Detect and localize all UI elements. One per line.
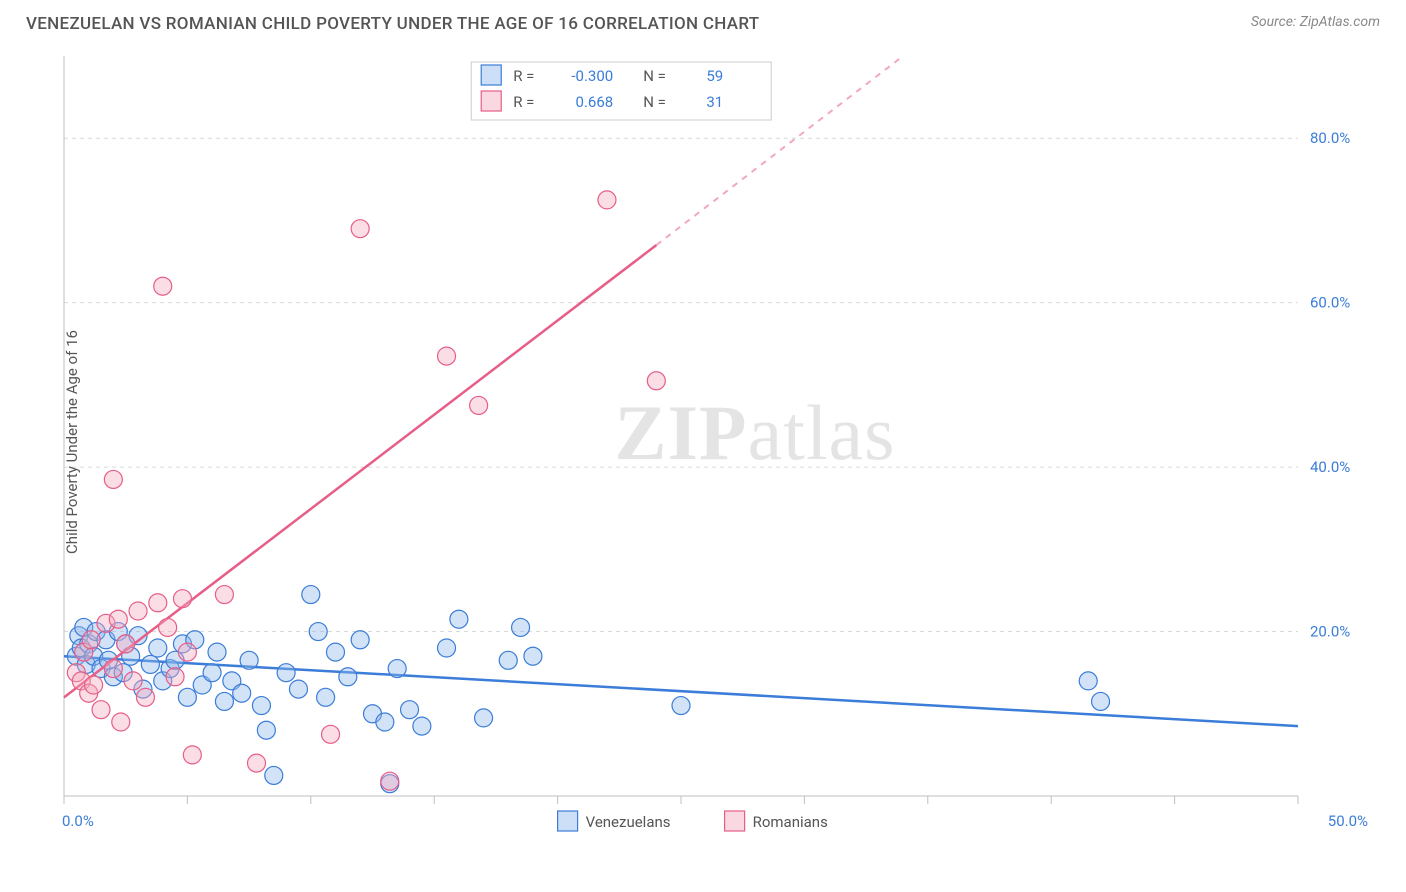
data-point [351, 631, 369, 649]
data-point [512, 618, 530, 636]
data-point [85, 676, 103, 694]
legend-n-label: N = [643, 67, 666, 85]
legend-n-value: 59 [706, 67, 723, 85]
data-point [178, 643, 196, 661]
data-point [322, 725, 340, 743]
data-point [248, 754, 266, 772]
data-point [178, 688, 196, 706]
data-point [215, 692, 233, 710]
data-point [159, 618, 177, 636]
data-point [499, 651, 517, 669]
y-axis-label: Child Poverty Under the Age of 16 [63, 330, 81, 554]
data-point [183, 746, 201, 764]
data-point [302, 586, 320, 604]
data-point [173, 590, 191, 608]
data-point [438, 347, 456, 365]
bottom-legend-label: Venezuelans [586, 813, 671, 831]
legend-r-label: R = [513, 67, 534, 85]
data-point [672, 697, 690, 715]
legend-r-value: -0.300 [571, 67, 613, 85]
data-point [149, 594, 167, 612]
chart-source: Source: ZipAtlas.com [1251, 14, 1380, 30]
legend-swatch [481, 91, 501, 111]
chart-title: VENEZUELAN VS ROMANIAN CHILD POVERTY UND… [26, 14, 759, 34]
bottom-legend-label: Romanians [753, 813, 828, 831]
data-point [289, 680, 307, 698]
watermark: ZIPatlas [615, 389, 896, 476]
trend-line-romanians [64, 245, 656, 697]
data-point [203, 664, 221, 682]
data-point [112, 713, 130, 731]
data-point [317, 688, 335, 706]
data-point [252, 697, 270, 715]
legend-n-label: N = [643, 93, 666, 111]
chart-header: VENEZUELAN VS ROMANIAN CHILD POVERTY UND… [0, 0, 1406, 40]
data-point [82, 631, 100, 649]
data-point [257, 721, 275, 739]
data-point [598, 191, 616, 209]
scatter-svg: 20.0% 40.0% 60.0% 80.0% ZIPatlas 0.0% 50.0% R =… [58, 52, 1378, 852]
bottom-legend-swatch [558, 811, 578, 831]
data-point [1092, 692, 1110, 710]
data-point [381, 772, 399, 790]
data-point [450, 610, 468, 628]
legend-r-label: R = [513, 93, 534, 111]
data-point [376, 713, 394, 731]
data-point [154, 277, 172, 295]
data-point [647, 372, 665, 390]
data-point [104, 470, 122, 488]
source-name: ZipAtlas.com [1300, 14, 1380, 30]
data-point [129, 602, 147, 620]
data-point [438, 639, 456, 657]
source-prefix: Source: [1251, 14, 1300, 30]
y-tick-label: 60.0% [1310, 294, 1350, 312]
legend-swatch [481, 65, 501, 85]
data-point [351, 220, 369, 238]
data-point [233, 684, 251, 702]
data-point [124, 672, 142, 690]
data-point [117, 635, 135, 653]
bottom-legend-swatch [725, 811, 745, 831]
data-point [104, 660, 122, 678]
data-point [92, 701, 110, 719]
data-point [265, 766, 283, 784]
x-tick-label: 0.0% [62, 812, 94, 830]
data-point [136, 688, 154, 706]
data-point [141, 655, 159, 673]
data-point [524, 647, 542, 665]
data-point [401, 701, 419, 719]
data-point [309, 623, 327, 641]
data-point [339, 668, 357, 686]
data-point [215, 586, 233, 604]
x-tick-label: 50.0% [1328, 812, 1368, 830]
data-point [166, 668, 184, 686]
data-point [388, 660, 406, 678]
y-tick-label: 20.0% [1310, 623, 1350, 641]
data-point [109, 610, 127, 628]
data-point [240, 651, 258, 669]
data-point [1079, 672, 1097, 690]
legend-n-value: 31 [706, 93, 723, 111]
data-point [208, 643, 226, 661]
data-point [413, 717, 431, 735]
legend-r-value: 0.668 [576, 93, 614, 111]
data-point [149, 639, 167, 657]
data-point [277, 664, 295, 682]
data-point [475, 709, 493, 727]
y-tick-label: 80.0% [1310, 129, 1350, 147]
data-point [470, 396, 488, 414]
plot-area: Child Poverty Under the Age of 16 20.0% 4… [58, 52, 1378, 832]
data-point [326, 643, 344, 661]
y-tick-label: 40.0% [1310, 458, 1350, 476]
